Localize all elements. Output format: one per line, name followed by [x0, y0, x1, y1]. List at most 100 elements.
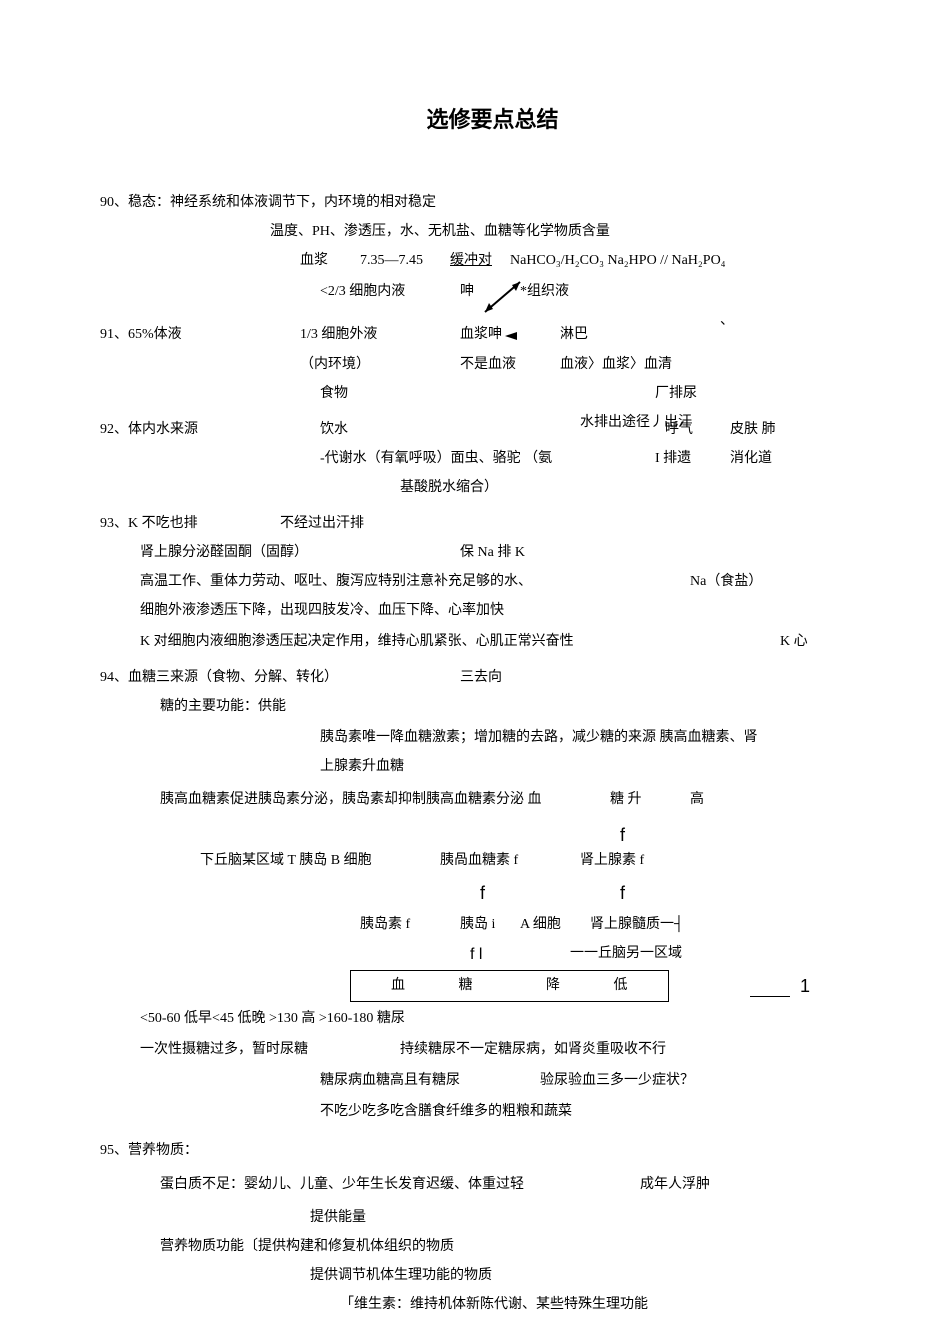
item-94-fmark1: f: [100, 819, 885, 844]
item-92-l1a: 饮水: [320, 417, 348, 442]
item-94-heading: 94、血糖三来源（食物、分解、转化） 三去向: [100, 665, 885, 690]
item-93-l4: K 对细胞内液细胞渗透压起决定作用，维持心肌紧张、心肌正常兴奋性: [140, 629, 574, 654]
item-94-l7b: 一一丘脑另一区域: [570, 941, 682, 966]
item-90-heading: 90、稳态：神经系统和体液调节下，内环境的相对稳定: [100, 190, 885, 215]
item-94-line10: 糖尿病血糖高且有糖尿 验尿验血三多一少症状？: [100, 1068, 885, 1093]
item-93-text: K 不吃也排: [128, 516, 198, 531]
box-t1: 血: [391, 978, 405, 993]
item-94-line6: 胰岛素 f 胰岛 i A 细胞 肾上腺髓质一┤: [100, 912, 885, 937]
item-92-l1c: 皮肤 肺: [730, 417, 776, 442]
item-91-l2a: （内环境）: [300, 352, 370, 377]
item-94-l8: <50-60 低早<45 低晚 >130 高 >160-180 糖尿: [140, 1006, 405, 1031]
item-94-l5b: 胰咼血糖素 f: [440, 848, 518, 873]
item-94-l1: 糖的主要功能：供能: [160, 694, 286, 719]
item-94-line9: 一次性摄糖过多，暂时尿糖 持续糖尿不一定糖尿病，如肾炎重吸收不行: [100, 1037, 885, 1062]
item-95-l4: 提供调节机体生理功能的物质: [310, 1263, 492, 1288]
item-91-l2c: 血液〉血浆〉血清: [560, 352, 672, 377]
item-92-num: 92、: [100, 422, 128, 437]
item-93-sub1: 不经过出汗排: [280, 511, 364, 536]
item-94-l11: 不吃少吃多吃含膳食纤维多的粗粮和蔬菜: [320, 1099, 572, 1124]
item-95-text: 营养物质：: [128, 1143, 198, 1158]
item-94-l10b: 验尿验血三多一少症状？: [540, 1068, 694, 1093]
item-94-l4b: 糖 升: [610, 787, 642, 812]
item-95-line5: 「维生素：维持机体新陈代谢、某些特殊生理功能: [100, 1292, 885, 1317]
item-92-l2c: 消化道: [730, 446, 772, 471]
item-94-l6d: 肾上腺髓质一┤: [590, 912, 684, 937]
box-t3: 降: [546, 978, 560, 993]
item-92-line2: -代谢水（有氧呼吸）面虫、骆驼 （氨 I 排遗 消化道: [100, 446, 885, 471]
item-93-l2: 高温工作、重体力劳动、呕吐、腹泻应特别注意补充足够的水、: [140, 569, 532, 594]
item-95-l5: 「维生素：维持机体新陈代谢、某些特殊生理功能: [340, 1292, 648, 1317]
item-94-line2: 胰岛素唯一降血糖激素；增加糖的去路，减少糖的来源 胰高血糖素、肾: [100, 725, 885, 750]
item-94-box-row: 血 糖 降 低 1: [100, 970, 885, 995]
item-90-l2a: 血浆: [300, 248, 328, 273]
item-94-line8: <50-60 低早<45 低晚 >130 高 >160-180 糖尿: [100, 1006, 885, 1031]
item-92-l1b: 呼气: [665, 417, 693, 442]
item-94-line3: 上腺素升血糖: [100, 754, 885, 779]
item-94-line5: 下丘脑某区域 T 胰岛 B 细胞 胰咼血糖素 f 肾上腺素 f: [100, 848, 885, 873]
item-90-line1: 温度、PH、渗透压，水、无机盐、血糖等化学物质含量: [100, 219, 885, 244]
item-91-l1b: 血浆呻: [460, 322, 502, 347]
item-94-l4: 胰高血糖素促进胰岛素分泌，胰岛素却抑制胰高血糖素分泌 血: [160, 787, 542, 812]
item-93-heading: 93、K 不吃也排 不经过出汗排: [100, 511, 885, 536]
item-90-l3b: 呻: [460, 279, 474, 304]
item-91-text: 65%体液: [128, 327, 182, 342]
item-91-l3b: 厂排尿: [655, 381, 697, 406]
item-94-l4c: 高: [690, 787, 704, 812]
item-91-line3: 食物 厂排尿: [100, 381, 885, 406]
item-93-l2b: Na（食盐）: [690, 569, 762, 594]
item-95-line4: 提供调节机体生理功能的物质: [100, 1263, 885, 1288]
item-95-line1: 蛋白质不足：婴幼儿、儿童、少年生长发育迟缓、体重过轻 成年人浮肿: [100, 1172, 885, 1197]
item-94-l6a: 胰岛素 f: [360, 912, 410, 937]
item-94-fmark2: f f: [100, 877, 885, 902]
box-end: 1: [800, 970, 810, 1002]
item-91-l1a: 1/3 细胞外液: [300, 322, 377, 347]
item-90-l2d: NaHCO₃/H₂CO₃ Na₂HPO // NaH₂PO₄: [510, 248, 726, 273]
item-94-l10a: 糖尿病血糖高且有糖尿: [320, 1068, 460, 1093]
item-90-l3a: <2/3 细胞内液: [320, 279, 405, 304]
item-95-l2: 提供能量: [310, 1205, 366, 1230]
item-94-l3: 上腺素升血糖: [320, 754, 404, 779]
item-92-l3: 基酸脱水缩合）: [400, 475, 498, 500]
item-94-text: 血糖三来源（食物、分解、转化）: [128, 670, 338, 685]
box-t2: 糖: [459, 978, 473, 993]
item-94-sub1: 三去向: [460, 665, 502, 690]
item-93-line4: K 对细胞内液细胞渗透压起决定作用，维持心肌紧张、心肌正常兴奋性 K 心: [100, 629, 885, 654]
item-93-line1: 肾上腺分泌醛固酮（固醇） 保 Na 排 K: [100, 540, 885, 565]
item-90-num: 90、: [100, 195, 128, 210]
item-93-l3: 细胞外液渗透压下降，出现四肢发冷、血压下降、心率加快: [140, 598, 504, 623]
document-title: 选修要点总结: [100, 100, 885, 140]
item-91-l3a: 食物: [320, 381, 348, 406]
item-94-l7a: f l: [470, 941, 482, 970]
item-94-l6c: A 细胞: [520, 912, 561, 937]
item-94-l5c: 肾上腺素 f: [580, 848, 644, 873]
item-90-line3: <2/3 细胞内液 呻 *组织液: [100, 279, 885, 304]
f-mark: f: [620, 819, 625, 851]
item-94-line4: 胰高血糖素促进胰岛素分泌，胰岛素却抑制胰高血糖素分泌 血 糖 升 高: [100, 787, 885, 812]
item-93-line2: 高温工作、重体力劳动、呕吐、腹泻应特别注意补充足够的水、 Na（食盐）: [100, 569, 885, 594]
item-90-l2c: 缓冲对: [450, 248, 492, 273]
spacer: 、: [100, 308, 885, 318]
item-95-line3: 营养物质功能〔提供构建和修复机体组织的物质: [100, 1234, 885, 1259]
item-93-num: 93、: [100, 516, 128, 531]
item-92-l2b: I 排遗: [655, 446, 691, 471]
item-95-num: 95、: [100, 1143, 128, 1158]
item-92-line3: 基酸脱水缩合）: [100, 475, 885, 500]
item-93-line3: 细胞外液渗透压下降，出现四肢发冷、血压下降、心率加快: [100, 598, 885, 623]
item-91-heading: 91、65%体液 1/3 细胞外液 血浆呻 淋巴: [100, 322, 885, 347]
item-94-l2: 胰岛素唯一降血糖激素；增加糖的去路，减少糖的来源 胰高血糖素、肾: [320, 725, 758, 750]
item-94-line1: 糖的主要功能：供能: [100, 694, 885, 719]
item-90-line2: 血浆 7.35—7.45 缓冲对 NaHCO₃/H₂CO₃ Na₂HPO // …: [100, 248, 885, 273]
arrow-mark: [505, 326, 525, 351]
item-90-text: 稳态：神经系统和体液调节下，内环境的相对稳定: [128, 195, 436, 210]
item-95-line2: 提供能量: [100, 1205, 885, 1230]
item-94-l5a: 下丘脑某区域 T 胰岛 B 细胞: [200, 848, 372, 873]
item-95-heading: 95、营养物质：: [100, 1138, 885, 1163]
sugar-box: 血 糖 降 低: [350, 970, 669, 1001]
item-91-l1c: 淋巴: [560, 322, 588, 347]
item-94-l9a: 一次性摄糖过多，暂时尿糖: [140, 1037, 308, 1062]
item-93-l1: 肾上腺分泌醛固酮（固醇）: [140, 540, 308, 565]
f-mark: f: [480, 877, 485, 909]
box-t4: 低: [614, 978, 628, 993]
item-91-num: 91、: [100, 327, 128, 342]
